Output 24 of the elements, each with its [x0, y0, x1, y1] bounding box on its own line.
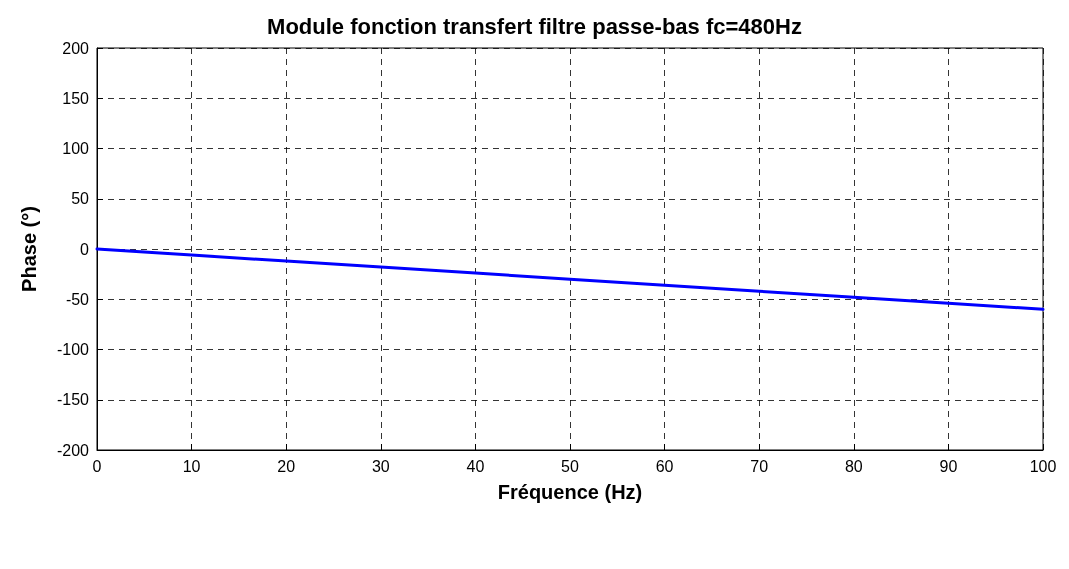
- x-tick-label: 50: [561, 457, 579, 475]
- y-tick-label: 150: [62, 89, 90, 107]
- x-tick-label: 60: [655, 457, 674, 475]
- line-series: [95, 247, 1045, 311]
- x-axis-title: Fréquence (Hz): [497, 481, 643, 503]
- x-tick-label: 10: [182, 457, 201, 475]
- chart-title: Module fonction transfert filtre passe-bas fc=480Hz: [267, 13, 802, 39]
- y-tick-label: 100: [62, 140, 90, 157]
- y-axis-title: Phase (°): [18, 206, 40, 292]
- x-tick-label: 30: [371, 457, 390, 475]
- x-tick-label: 20: [277, 457, 296, 475]
- y-tick-label: 50: [71, 190, 90, 208]
- x-tick-label: 100: [1029, 457, 1057, 475]
- y-tick-label: -100: [56, 341, 90, 358]
- x-tick-label: 0: [92, 457, 102, 475]
- x-tick-label: 70: [750, 457, 769, 475]
- y-tick-label: -50: [65, 290, 90, 308]
- y-tick-label: -200: [56, 441, 90, 459]
- x-tick-label: 80: [844, 457, 863, 475]
- y-tick-label: 200: [62, 39, 90, 57]
- y-tick-label: 0: [80, 240, 90, 258]
- y-tick-label: -150: [56, 391, 90, 409]
- x-tick-label: 90: [939, 457, 958, 475]
- x-tick-label: 40: [466, 457, 485, 475]
